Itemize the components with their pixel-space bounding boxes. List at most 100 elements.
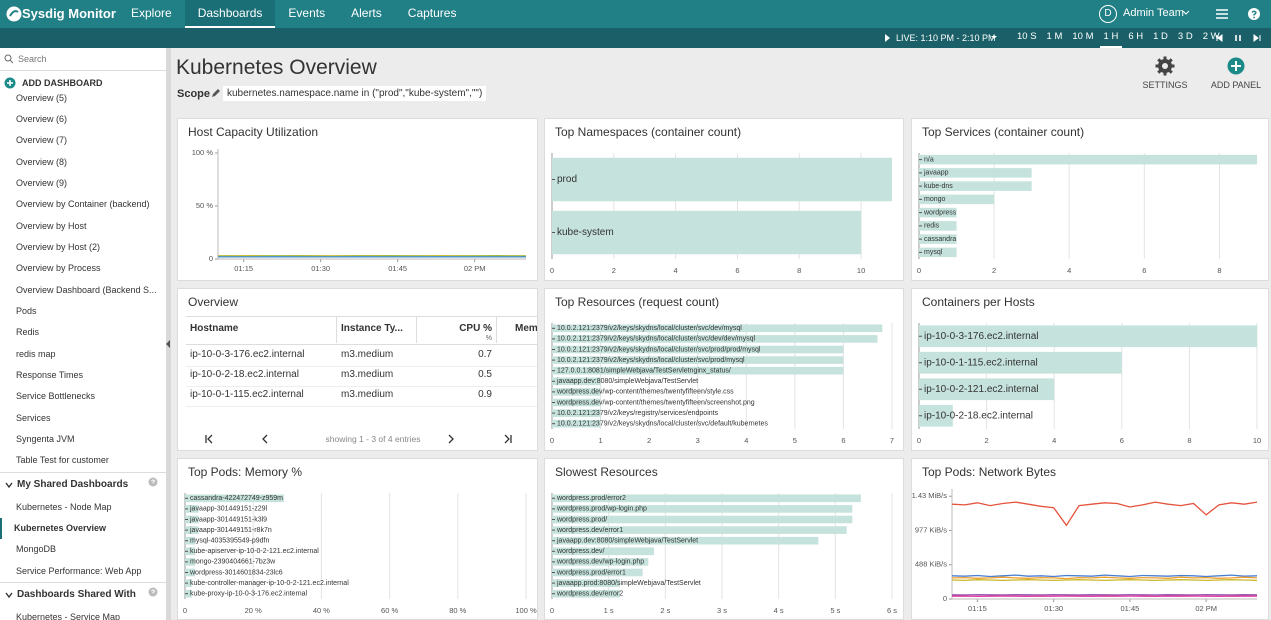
collapse-arrow[interactable] [166,340,171,348]
first-page[interactable] [205,434,213,444]
add-panel-icon[interactable] [1227,57,1245,75]
dashboard-link[interactable]: Table Test for customer [16,455,109,466]
x-tick-label: 80 % [449,606,466,615]
prev-page[interactable] [262,434,268,444]
x-tick-label: 5 [793,436,797,445]
range-button[interactable]: 1 H [1099,28,1123,48]
category-label: wordpress.dev/wp-login.php [556,559,644,566]
panel: 0 50 % 100 % 01:15 01:30 01:45 02 PM Host Capac… [177,118,538,281]
nav-item[interactable]: Explore [131,6,172,20]
range-button[interactable]: 10 M [1072,31,1094,42]
dashboard-link[interactable]: Overview (9) [16,177,68,188]
bar [185,515,199,524]
dashboard-link[interactable]: Response Times [16,369,84,380]
y-tick-label: 100 % [192,148,214,157]
dashboard-link[interactable]: Overview by Process [16,263,101,274]
dashboard-link[interactable]: Overview by Host [16,220,87,231]
dashboard-link[interactable]: Overview by Host (2) [16,241,101,252]
search-input[interactable]: Search [18,54,47,64]
row-border [186,406,537,407]
nav-item[interactable]: Events [288,6,326,20]
series-line [951,576,1258,580]
range-button[interactable]: 3 D [1177,31,1193,42]
category-label: wordpress.prod/error1 [556,569,626,576]
column-header[interactable]: Mem [515,323,538,334]
add-panel-label[interactable]: ADD PANEL [1210,80,1262,90]
dashboard-link[interactable]: Service Bottlenecks [16,391,96,402]
dashboard-link[interactable]: Kubernetes - Service Map [16,612,121,620]
column-header[interactable]: CPU % [459,323,492,334]
dashboard-link[interactable]: Overview by Container (backend) [16,199,150,210]
settings-icon[interactable] [1155,56,1175,76]
edit-icon[interactable] [211,88,221,98]
logo [6,6,22,22]
dashboard-link[interactable]: Services [16,412,51,423]
panel-title: Top Namespaces (container count) [555,125,742,139]
dashboard-link[interactable]: Overview Dashboard (Backend S... [16,284,157,295]
last-page[interactable] [504,434,512,444]
add-icon[interactable] [4,77,16,89]
range-button[interactable]: 1 M [1046,31,1063,42]
bar [552,210,862,255]
category-label: wordpress.dev/ [556,548,605,555]
add-dashboard[interactable]: ADD DASHBOARD [22,78,103,88]
category-label: javaapp-301449151-r8k7n [189,527,272,534]
section-title: My Shared Dashboards [17,478,129,490]
playback-controls[interactable] [1214,33,1264,43]
x-tick-label: 4 s [774,606,784,615]
table-cell: ip-10-0-2-18.ec2.internal [190,369,299,380]
series-line [951,579,1258,582]
dashboard-link[interactable]: Overview (6) [16,113,68,124]
bar-chart: 0 1 2 3 4 5 6 7 10.0.2.121:2379/v2/keys/skydns/l… [550,323,894,445]
x-tick-label: 0 [917,266,921,275]
range-buttons: 10 S 1 M 10 M 1 H 6 H 1 D 3 D 2 W [1012,28,1225,48]
settings-label[interactable]: SETTINGS [1142,80,1188,90]
x-tick-label: 40 % [313,606,330,615]
dashboard-link[interactable]: Kubernetes Overview [0,518,166,540]
nav-item[interactable]: Dashboards [184,0,276,28]
nav-item[interactable]: Alerts [351,6,382,20]
menu-icon[interactable] [1215,8,1229,20]
range-button[interactable]: 1 D [1153,31,1168,42]
pager-icons [205,434,512,444]
scope-value[interactable]: kubernetes.namespace.name in ("prod","ku… [223,86,487,101]
section-header[interactable]: Dashboards Shared With [0,582,166,607]
x-tick-label: 3 [696,436,700,445]
x-tick-label: 8 [1187,436,1191,445]
dashboard-link[interactable]: Service Performance: Web App [16,565,142,576]
bar-chart: 0 2 4 6 8 n/a javaapp kube-dns mongo wordpress red… [917,153,1257,275]
dashboard-link[interactable]: Pods [16,305,37,316]
category-label: mysql-4035395549-p9dfn [190,538,269,545]
dashboard-link[interactable]: redis map [16,348,56,359]
help-icon[interactable] [1247,7,1261,21]
x-tick-label: 02 PM [1195,604,1217,613]
dashboard-title: Kubernetes Overview [176,56,377,79]
category-label: n/a [924,156,934,163]
x-tick-label: 2 [612,266,616,275]
y-tick-label: 50 % [196,201,213,210]
dashboard-link[interactable]: Kubernetes - Node Map [16,501,112,512]
dashboard-link[interactable]: Redis [16,327,40,338]
section-header[interactable]: My Shared Dashboards [0,471,166,497]
dashboard-link[interactable]: Syngenta JVM [16,434,75,444]
column-header[interactable]: Instance Ty... [341,323,403,334]
x-tick-label: 20 % [245,606,262,615]
range-button[interactable]: 6 H [1128,31,1144,42]
live-range[interactable]: LIVE: 1:10 PM - 2:10 PM [896,33,996,43]
dashboard-link[interactable]: Overview (7) [16,135,68,146]
next-page[interactable] [448,434,454,444]
team-name[interactable]: Admin Team [1123,7,1184,19]
x-tick-label: 6 [841,436,845,445]
dashboard-link[interactable]: Overview (8) [16,156,68,167]
column-header[interactable]: Hostname [190,323,239,334]
avatar-circle[interactable] [1098,4,1118,24]
x-tick-label: 4 [744,436,748,445]
dashboard-link[interactable]: MongoDB [16,544,57,555]
range-button[interactable]: 2 W [1202,31,1220,42]
bar-chart: 0 20 % 40 % 60 % 80 % 100 % cassandra-42247274… [183,493,537,615]
range-button[interactable]: 10 S [1017,31,1037,42]
dashboard-link[interactable]: Overview (5) [16,92,68,103]
nav-item[interactable]: Captures [407,6,457,20]
time-bar: LIVE: 1:10 PM - 2:10 PM 10 S 1 M 10 M 1 H 6 … [0,28,1271,48]
